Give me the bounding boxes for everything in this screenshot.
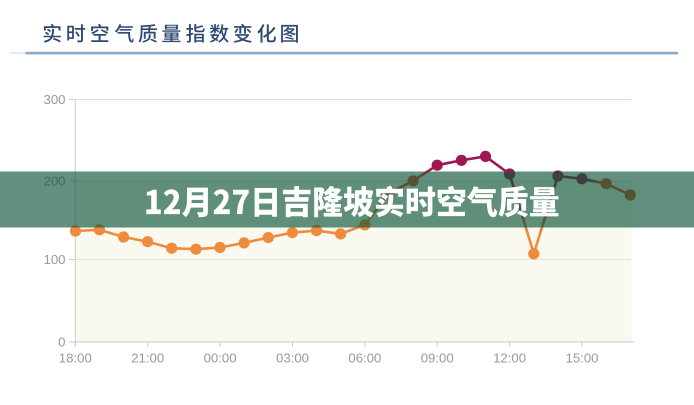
svg-text:15:00: 15:00 (565, 350, 598, 365)
svg-text:21:00: 21:00 (131, 350, 164, 365)
svg-text:00:00: 00:00 (204, 350, 237, 365)
svg-text:12:00: 12:00 (493, 350, 526, 365)
svg-text:18:00: 18:00 (59, 350, 92, 365)
svg-text:100: 100 (43, 252, 65, 267)
svg-text:03:00: 03:00 (276, 350, 309, 365)
svg-text:300: 300 (43, 92, 65, 107)
svg-text:0: 0 (58, 335, 65, 350)
svg-text:09:00: 09:00 (421, 350, 454, 365)
svg-text:06:00: 06:00 (348, 350, 381, 365)
